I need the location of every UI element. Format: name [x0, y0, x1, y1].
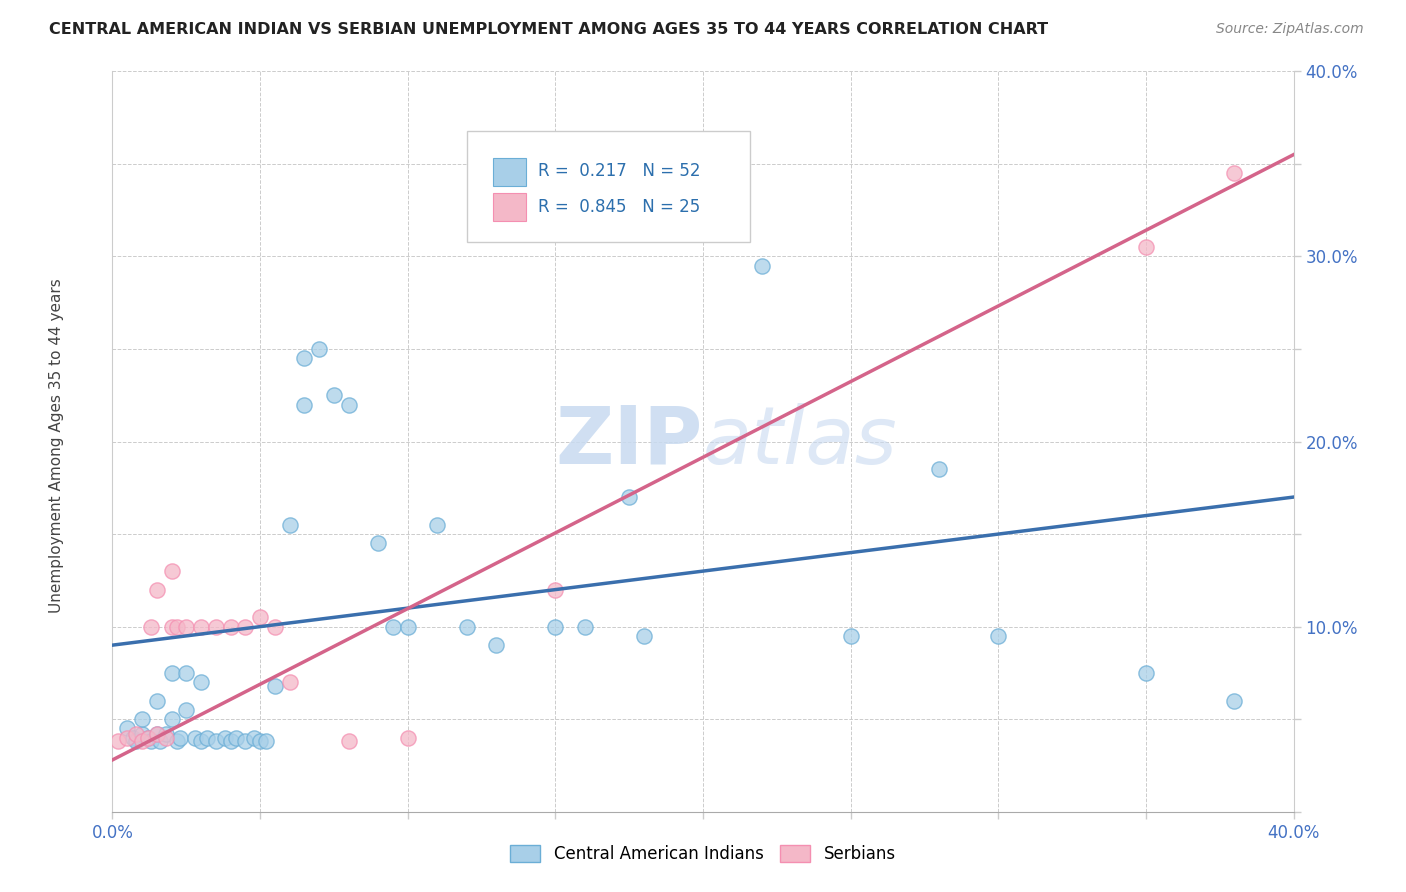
Point — [205, 734, 228, 748]
Point — [485, 638, 508, 652]
Point — [544, 582, 567, 597]
Point — [254, 734, 277, 748]
Point — [396, 619, 419, 633]
Point — [155, 727, 177, 741]
Point — [146, 727, 169, 741]
Point — [219, 619, 242, 633]
Point — [136, 731, 159, 745]
Point — [139, 619, 162, 633]
Point — [928, 462, 950, 476]
Point — [278, 675, 301, 690]
Point — [839, 629, 862, 643]
Legend: Central American Indians, Serbians: Central American Indians, Serbians — [503, 838, 903, 870]
Point — [1223, 694, 1246, 708]
Point — [125, 734, 148, 748]
Point — [619, 490, 641, 504]
Text: CENTRAL AMERICAN INDIAN VS SERBIAN UNEMPLOYMENT AMONG AGES 35 TO 44 YEARS CORREL: CENTRAL AMERICAN INDIAN VS SERBIAN UNEMP… — [49, 22, 1049, 37]
Point — [125, 727, 148, 741]
Point — [155, 731, 177, 745]
Point — [149, 734, 172, 748]
Point — [174, 619, 197, 633]
Point — [219, 734, 242, 748]
Point — [214, 731, 236, 745]
Point — [160, 619, 183, 633]
Point — [146, 694, 169, 708]
Point — [190, 619, 212, 633]
Point — [264, 619, 287, 633]
Point — [190, 734, 212, 748]
Point — [174, 665, 197, 680]
Point — [160, 564, 183, 578]
Point — [544, 619, 567, 633]
Point — [166, 734, 188, 748]
Point — [146, 727, 169, 741]
Point — [249, 734, 271, 748]
Text: ZIP: ZIP — [555, 402, 703, 481]
Point — [169, 731, 191, 745]
Text: R =  0.217   N = 52: R = 0.217 N = 52 — [537, 162, 700, 180]
Text: R =  0.845   N = 25: R = 0.845 N = 25 — [537, 198, 700, 216]
Point — [131, 712, 153, 726]
Point — [146, 582, 169, 597]
Point — [367, 536, 389, 550]
Point — [264, 679, 287, 693]
Point — [249, 610, 271, 624]
Point — [337, 398, 360, 412]
Point — [122, 731, 145, 745]
Point — [292, 398, 315, 412]
Point — [633, 629, 655, 643]
Point — [1223, 166, 1246, 180]
Point — [243, 731, 266, 745]
FancyBboxPatch shape — [492, 193, 526, 221]
Point — [574, 619, 596, 633]
Point — [107, 734, 129, 748]
Point — [1135, 240, 1157, 254]
Point — [225, 731, 247, 745]
Point — [117, 731, 138, 745]
Point — [233, 734, 256, 748]
Point — [131, 734, 153, 748]
Text: Source: ZipAtlas.com: Source: ZipAtlas.com — [1216, 22, 1364, 37]
Point — [751, 259, 773, 273]
Point — [292, 351, 315, 366]
Point — [160, 665, 183, 680]
Point — [160, 712, 183, 726]
Point — [278, 517, 301, 532]
Point — [190, 675, 212, 690]
Point — [117, 722, 138, 736]
Point — [396, 731, 419, 745]
Point — [174, 703, 197, 717]
Point — [131, 727, 153, 741]
Point — [233, 619, 256, 633]
Point — [426, 517, 449, 532]
Point — [166, 619, 188, 633]
Text: Unemployment Among Ages 35 to 44 years: Unemployment Among Ages 35 to 44 years — [49, 278, 63, 614]
Point — [456, 619, 478, 633]
Point — [323, 388, 346, 402]
Point — [987, 629, 1010, 643]
Point — [184, 731, 207, 745]
FancyBboxPatch shape — [467, 130, 751, 242]
Point — [1135, 665, 1157, 680]
Point — [139, 734, 162, 748]
Point — [195, 731, 218, 745]
Point — [136, 731, 159, 745]
Point — [308, 342, 330, 356]
Point — [382, 619, 405, 633]
Point — [337, 734, 360, 748]
FancyBboxPatch shape — [492, 158, 526, 186]
Text: atlas: atlas — [703, 402, 898, 481]
Point — [205, 619, 228, 633]
